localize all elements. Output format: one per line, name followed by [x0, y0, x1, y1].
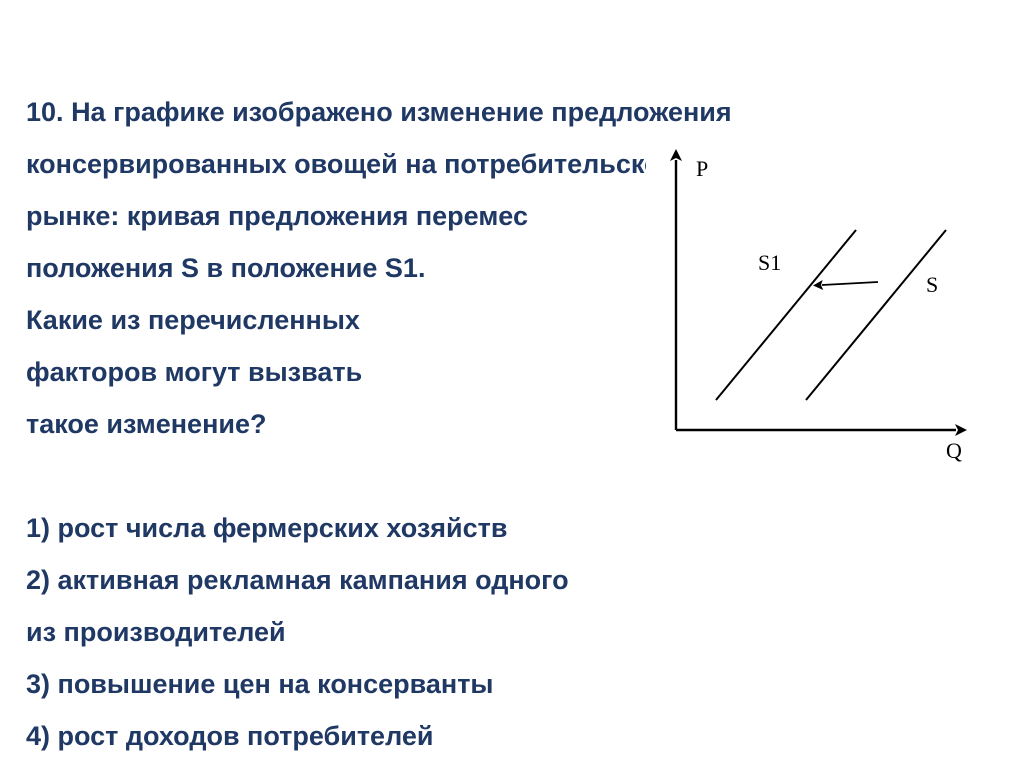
option-line: из производителей — [26, 606, 996, 658]
x-axis-label: Q — [946, 438, 962, 463]
option-line: 2) активная рекламная кампания одного — [26, 554, 996, 606]
curve-s1-label: S1 — [758, 250, 781, 275]
y-axis-label: P — [696, 156, 708, 181]
chart-svg: P Q S1 S — [646, 140, 976, 470]
shift-arrow — [822, 282, 878, 285]
option-line: 1) рост числа фермерских хозяйств — [26, 502, 996, 554]
page-root: 10. На графике изображено изменение пред… — [0, 0, 1024, 767]
curve-s — [806, 230, 946, 400]
intro-line: 10. На графике изображено изменение пред… — [26, 86, 996, 138]
option-line: 3) повышение цен на консерванты — [26, 658, 996, 710]
curve-s-label: S — [926, 272, 938, 297]
curve-s1 — [716, 230, 856, 400]
option-line: 4) рост доходов потребителей — [26, 710, 996, 762]
supply-curve-chart: P Q S1 S — [646, 140, 976, 470]
question-number: 10. — [26, 97, 64, 127]
intro-text-0: На графике изображено изменение предложе… — [71, 97, 732, 127]
option-line: 5) наступление летнего сезона — [26, 762, 996, 767]
